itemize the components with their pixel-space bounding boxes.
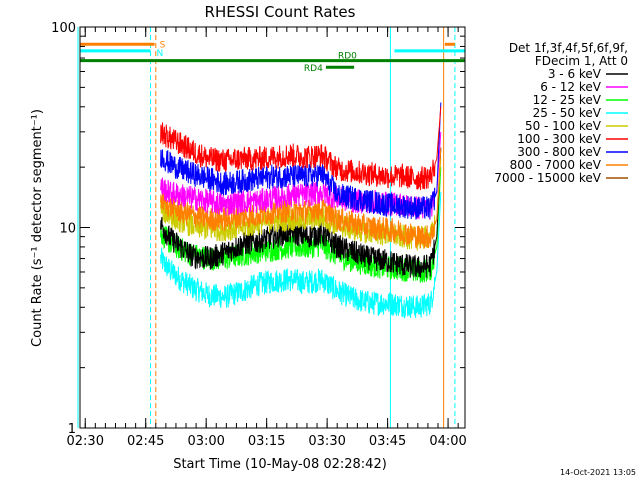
x-tick-label: 02:45 [127,434,164,449]
legend-entry-label: 300 - 800 keV [517,145,601,159]
legend-entry-label: 800 - 7000 keV [510,158,602,172]
series-line [160,102,442,220]
y-axis-label: Count Rate (s⁻¹ detector segment⁻¹) [30,109,45,347]
legend-entry-label: 50 - 100 keV [525,119,602,133]
x-tick-label: 03:00 [187,434,224,449]
x-tick-label: 04:00 [429,434,466,449]
series-line [160,192,442,319]
legend-entry-label: 12 - 25 keV [533,93,602,107]
date-stamp: 14-Oct-2021 13:05 [560,468,636,477]
chart-title: RHESSI Count Rates [205,3,356,21]
x-axis-label: Start Time (10-May-08 02:28:42) [173,457,387,472]
series-line [160,158,442,251]
y-tick-label: 100 [51,21,76,36]
legend-entry-label: 100 - 300 keV [517,132,601,146]
y-tick-label: 10 [59,222,76,237]
legend-header: Det 1f,3f,4f,5f,6f,9f, [509,41,628,55]
legend-header: FDecim 1, Att 0 [535,54,628,68]
flag-label: S [160,40,166,50]
x-tick-label: 03:15 [248,434,285,449]
series-line [160,147,442,278]
flag-label: RD4 [304,64,323,74]
axes: 1 10 100 02:30 02:45 03:00 03:15 03:30 03:45 04:0… [51,21,467,449]
x-tick-label: 02:30 [67,434,104,449]
legend-entry-label: 25 - 50 keV [533,106,602,120]
legend: Det 1f,3f,4f,5f,6f,9f,FDecim 1, Att 03 -… [494,41,628,185]
legend-entry-label: 3 - 6 keV [548,67,602,81]
x-tick-label: 03:30 [308,434,345,449]
series-line [160,106,442,191]
flag-label: RD0 [338,52,357,62]
y-tick-label: 1 [68,422,76,437]
flag-label: N [157,49,164,59]
x-tick-label: 03:45 [369,434,406,449]
plot-area: SN RD0 RD4 [77,27,465,428]
legend-entry-label: 6 - 12 keV [540,80,602,94]
legend-entry-label: 7000 - 15000 keV [494,171,601,185]
